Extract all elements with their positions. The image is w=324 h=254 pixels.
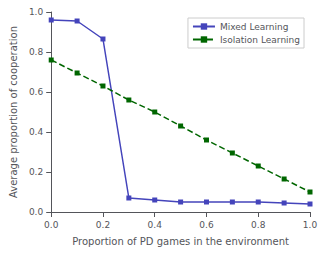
svg-text:1.0: 1.0: [303, 220, 318, 230]
svg-text:Isolation Learning: Isolation Learning: [220, 35, 300, 45]
svg-text:0.8: 0.8: [251, 220, 266, 230]
svg-text:0.4: 0.4: [29, 127, 44, 137]
svg-text:0.2: 0.2: [29, 167, 43, 177]
svg-text:0.8: 0.8: [29, 47, 44, 57]
svg-text:Average proportion of cooperat: Average proportion of cooperation: [8, 26, 19, 198]
svg-text:Proportion of PD games in the: Proportion of PD games in the environmen…: [72, 236, 289, 247]
svg-text:0.0: 0.0: [29, 207, 44, 217]
svg-text:0.0: 0.0: [44, 220, 59, 230]
svg-text:0.4: 0.4: [148, 220, 163, 230]
svg-text:1.0: 1.0: [29, 7, 44, 17]
svg-text:0.6: 0.6: [29, 87, 44, 97]
svg-text:0.2: 0.2: [96, 220, 110, 230]
svg-text:0.6: 0.6: [199, 220, 214, 230]
svg-text:Mixed Learning: Mixed Learning: [220, 22, 289, 32]
